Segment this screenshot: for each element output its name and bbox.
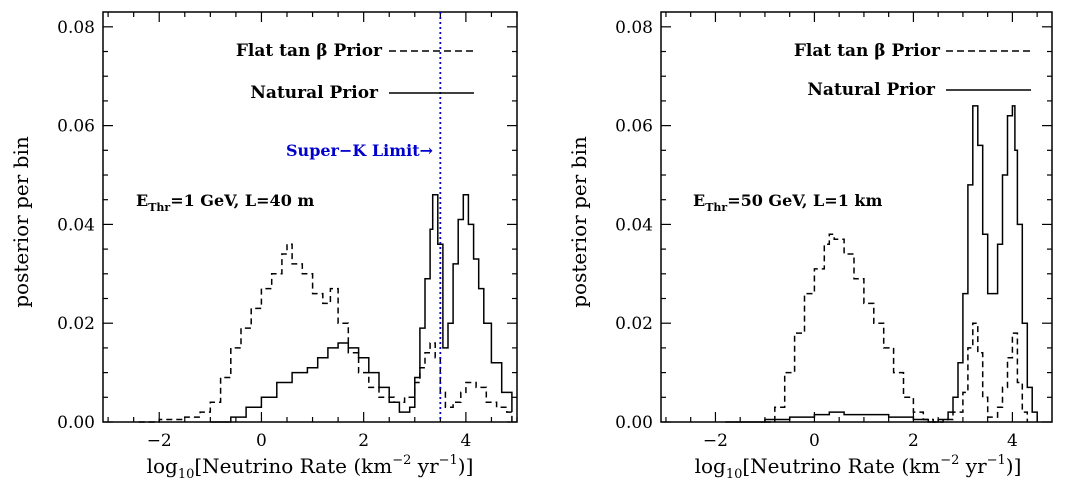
y-tick-label: 0.06 bbox=[615, 117, 653, 137]
annotation-threshold: EThr=1 GeV, L=40 m bbox=[136, 191, 314, 214]
legend-label-flat: Flat tan β Prior bbox=[236, 41, 383, 61]
plot-area: −2 0 2 4 0.00 0.02 0.04 0.06 0.08 bbox=[57, 11, 518, 451]
y-tick-label: 0.00 bbox=[615, 413, 653, 433]
y-tick-label: 0.04 bbox=[57, 215, 95, 235]
x-tick-label: 4 bbox=[460, 431, 471, 451]
panel-left: −2 0 2 4 0.00 0.02 0.04 0.06 0.08 posterior per … bbox=[9, 11, 518, 479]
x-tick-label: 0 bbox=[809, 431, 820, 451]
x-tick-label: −2 bbox=[147, 431, 172, 451]
x-tick-label: 2 bbox=[908, 431, 919, 451]
series-natural-prior bbox=[725, 105, 1038, 423]
x-axis-label: log10[Neutrino Rate (km−2 yr−1)] bbox=[147, 453, 474, 479]
super-k-limit-label: Super−K Limit→ bbox=[286, 141, 433, 160]
y-tick-label: 0.00 bbox=[57, 413, 95, 433]
legend-label-natural: Natural Prior bbox=[807, 80, 936, 100]
x-tick-label: 2 bbox=[358, 431, 369, 451]
x-tick-label: 0 bbox=[256, 431, 267, 451]
y-tick-label: 0.02 bbox=[57, 314, 95, 334]
series-flat-prior bbox=[764, 233, 1029, 423]
plot-area: −2 0 2 4 0.00 0.02 0.04 0.06 0.08 bbox=[615, 11, 1053, 451]
y-tick-label: 0.04 bbox=[615, 215, 653, 235]
plot-frame bbox=[660, 11, 1053, 423]
legend-label-flat: Flat tan β Prior bbox=[794, 41, 941, 61]
y-tick-label: 0.06 bbox=[57, 117, 95, 137]
x-tick-label: −2 bbox=[703, 431, 728, 451]
series-natural-prior bbox=[210, 194, 513, 423]
legend-label-natural: Natural Prior bbox=[250, 83, 379, 103]
y-axis-label: posterior per bin bbox=[9, 136, 33, 308]
plot-frame bbox=[102, 11, 518, 423]
annotation-threshold: EThr=50 GeV, L=1 km bbox=[693, 191, 882, 214]
y-tick-label: 0.02 bbox=[615, 314, 653, 334]
x-tick-label: 4 bbox=[1007, 431, 1018, 451]
y-tick-label: 0.08 bbox=[57, 18, 95, 38]
y-axis-label: posterior per bin bbox=[567, 136, 591, 308]
x-axis-label: log10[Neutrino Rate (km−2 yr−1)] bbox=[695, 453, 1022, 479]
y-tick-label: 0.08 bbox=[615, 18, 653, 38]
panel-right: −2 0 2 4 0.00 0.02 0.04 0.06 0.08 posterior per … bbox=[567, 11, 1053, 479]
series-flat-prior bbox=[138, 243, 513, 423]
